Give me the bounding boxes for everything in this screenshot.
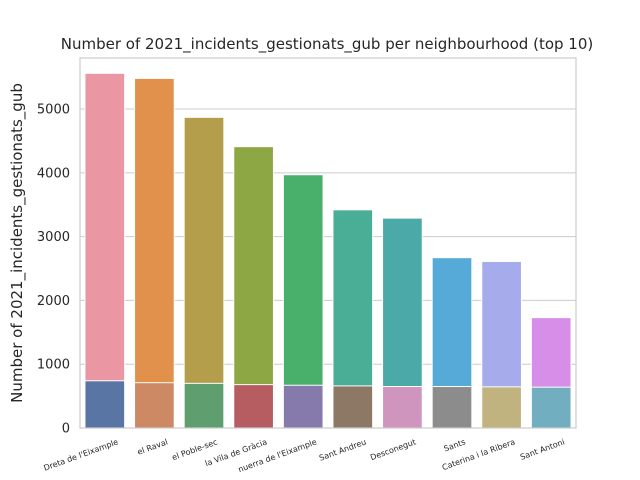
bar-series-1 (84, 72, 126, 429)
chart-title: Number of 2021_incidents_gestionats_gub … (61, 35, 594, 54)
bar-series-2 (530, 386, 572, 429)
bar-series-2 (183, 382, 225, 429)
x-tick-label: Sant Antoni (519, 437, 566, 461)
x-tick-label: Sants (443, 437, 467, 453)
y-tick-label: 1000 (37, 358, 70, 373)
y-tick-label: 4000 (37, 166, 70, 181)
y-tick-label: 2000 (37, 294, 70, 309)
x-tick-labels: Dreta de l'Eixample el Raval el Poble-secl… (42, 437, 565, 474)
x-tick-label: Sant Andreu (318, 437, 368, 462)
bar-series-2 (134, 382, 175, 429)
x-tick-label: el Raval (136, 437, 169, 456)
bar-series-2 (282, 384, 324, 429)
bar-series-2 (431, 386, 473, 429)
bar-series-1 (183, 116, 225, 429)
bars (84, 72, 572, 429)
bar-series-2 (481, 386, 522, 429)
y-tick-label: 0 (62, 422, 70, 437)
plot-frame (79, 57, 577, 429)
y-tick-labels: 0 1000 2000 3000 4000 5000 (37, 103, 70, 437)
y-tick-label: 3000 (37, 230, 70, 245)
bar-series-2 (382, 386, 423, 429)
x-tick-label: Desconegut (369, 437, 417, 462)
bar-series-2 (233, 384, 274, 429)
y-axis-label: Number of 2021_incidents_gestionats_gub (8, 83, 27, 403)
bar-series-2 (84, 380, 126, 429)
x-tick-label: Dreta de l'Eixample (42, 437, 119, 472)
bar-series-1 (134, 77, 175, 429)
y-tick-label: 5000 (37, 103, 70, 118)
bar-series-2 (332, 385, 374, 429)
